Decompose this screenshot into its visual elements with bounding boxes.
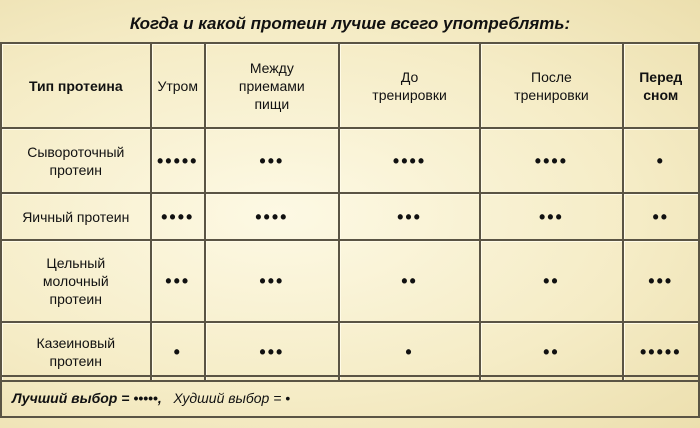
legend: Лучший выбор = •••••, Худший выбор = •: [0, 375, 700, 418]
rating-cell: •••: [337, 192, 482, 241]
rating-cell: ••: [479, 239, 624, 323]
protein-type: Казеиновый протеин: [0, 321, 152, 382]
table-row: Цельный молочный протеин ••• ••• •• •• •…: [0, 239, 700, 323]
header-before-workout: До тренировки: [337, 42, 482, 129]
table-row: Сывороточный протеин ••••• ••• •••• ••••…: [0, 127, 700, 194]
header-between-meals: Между приемами пищи: [203, 42, 340, 129]
rating-cell: ••: [621, 192, 700, 241]
header-morning: Утром: [149, 42, 206, 129]
rating-cell: •: [621, 127, 700, 194]
rating-cell: •••••: [621, 321, 700, 382]
rating-cell: •••: [149, 239, 206, 323]
rating-cell: ••: [337, 239, 482, 323]
table-row: Яичный протеин •••• •••• ••• ••• ••: [0, 192, 700, 241]
protein-type: Сывороточный протеин: [0, 127, 152, 194]
header-after-workout: После тренировки: [479, 42, 624, 129]
rating-cell: ••: [479, 321, 624, 382]
rating-cell: ••••: [149, 192, 206, 241]
page-title: Когда и какой протеин лучше всего употре…: [129, 14, 571, 33]
rating-cell: •••: [203, 127, 340, 194]
rating-cell: •••: [203, 321, 340, 382]
header-before-sleep: Перед сном: [621, 42, 700, 129]
rating-cell: •: [149, 321, 206, 382]
rating-cell: ••••: [203, 192, 340, 241]
legend-worst: Худший выбор = •: [173, 390, 291, 406]
rating-cell: ••••: [337, 127, 482, 194]
rating-cell: •: [337, 321, 482, 382]
rating-cell: •••: [479, 192, 624, 241]
header-row: Тип протеина Утром Между приемами пищи Д…: [0, 42, 700, 129]
protein-table: Тип протеина Утром Между приемами пищи Д…: [0, 42, 700, 382]
legend-best: Лучший выбор = •••••,: [12, 390, 162, 406]
rating-cell: •••••: [149, 127, 206, 194]
table-row: Казеиновый протеин • ••• • •• •••••: [0, 321, 700, 382]
rating-cell: •••: [621, 239, 700, 323]
protein-type: Яичный протеин: [0, 192, 152, 241]
header-protein-type: Тип протеина: [0, 42, 152, 129]
rating-cell: •••: [203, 239, 340, 323]
rating-cell: ••••: [479, 127, 624, 194]
protein-type: Цельный молочный протеин: [0, 239, 152, 323]
